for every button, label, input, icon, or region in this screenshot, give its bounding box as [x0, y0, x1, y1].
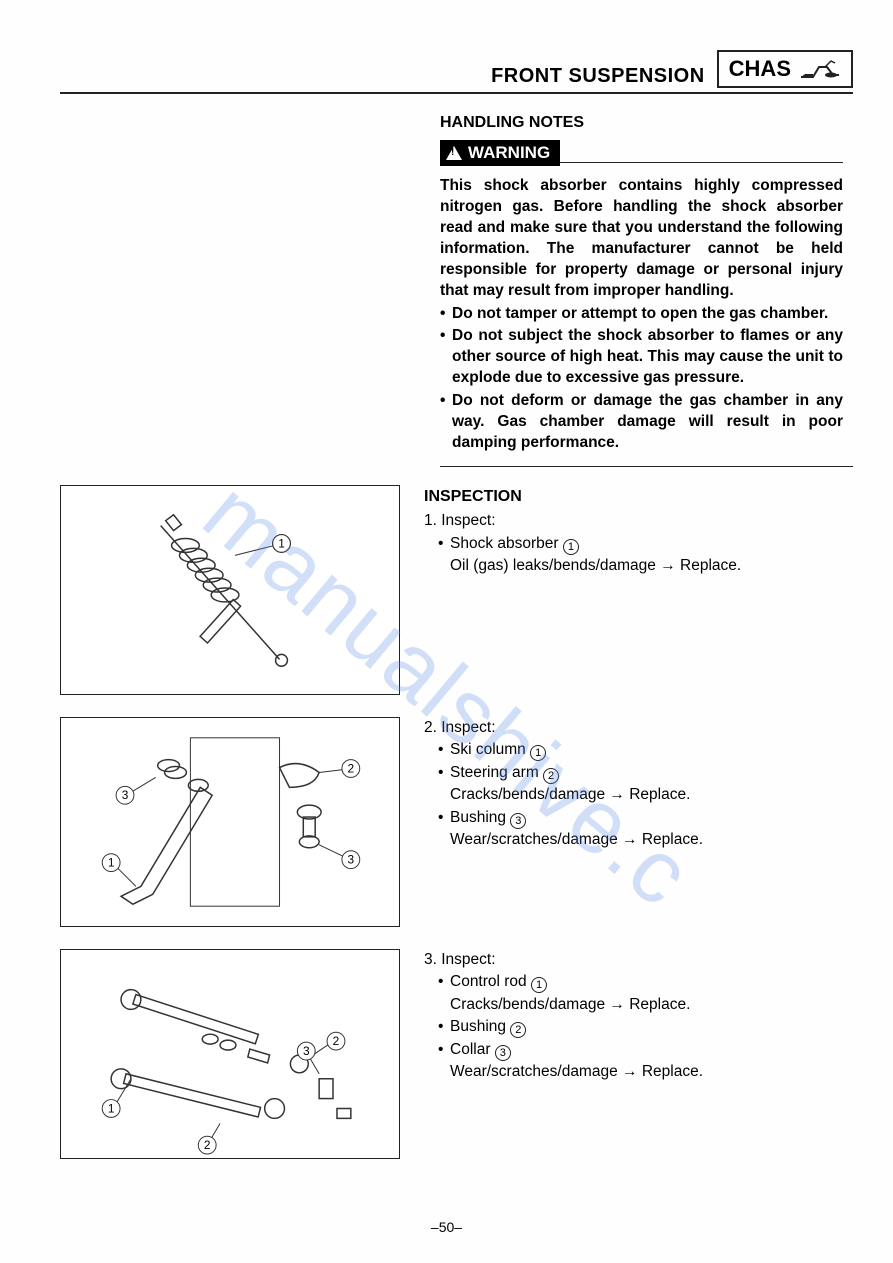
- svg-text:2: 2: [348, 761, 355, 775]
- page-header: FRONT SUSPENSION CHAS: [60, 50, 853, 88]
- section-rule: [440, 466, 853, 467]
- svg-text:3: 3: [303, 1044, 310, 1058]
- inspect-note: Cracks/bends/damage → Replace.: [438, 784, 703, 806]
- svg-text:1: 1: [108, 1101, 115, 1115]
- svg-text:3: 3: [348, 853, 355, 867]
- handling-notes-block: HANDLING NOTES WARNING This shock absorb…: [440, 114, 853, 454]
- warning-label: WARNING: [468, 143, 550, 163]
- inspection-row-2: 3 1 2 3 2. Inspect: Ski column 1 Steerin…: [60, 717, 853, 927]
- warning-rule: [560, 162, 843, 163]
- figure-ski-column: 3 1 2 3: [60, 717, 400, 927]
- inspect-item: Control rod 1: [438, 971, 703, 993]
- inspect-note: Wear/scratches/damage → Replace.: [438, 1061, 703, 1083]
- handling-heading: HANDLING NOTES: [440, 114, 843, 132]
- inspect-item: Shock absorber 1: [438, 533, 741, 555]
- inspection-row-1: 1 INSPECTION 1. Inspect: Shock absorber …: [60, 485, 853, 695]
- inspection-step-3: 3. Inspect: Control rod 1 Cracks/bends/d…: [424, 949, 703, 1084]
- chapter-badge-label: CHAS: [729, 56, 791, 82]
- warning-bullet: Do not tamper or attempt to open the gas…: [440, 304, 843, 325]
- section-title: FRONT SUSPENSION: [491, 65, 705, 88]
- warning-bullets: Do not tamper or attempt to open the gas…: [440, 304, 843, 454]
- inspect-note: Wear/scratches/damage → Replace.: [438, 829, 703, 851]
- callout-ref: 3: [495, 1045, 511, 1061]
- callout-ref: 1: [531, 977, 547, 993]
- figure-shock-absorber: 1: [60, 485, 400, 695]
- svg-text:1: 1: [278, 536, 285, 550]
- inspect-item: Ski column 1: [438, 739, 703, 761]
- warning-bullet: Do not subject the shock absorber to fla…: [440, 326, 843, 389]
- inspect-item: Bushing 2: [438, 1016, 703, 1038]
- warning-intro: This shock absorber contains highly comp…: [440, 177, 843, 299]
- inspection-heading: INSPECTION: [424, 485, 741, 508]
- figure-control-rod: 1 2 2 3: [60, 949, 400, 1159]
- inspect-item: Steering arm 2: [438, 762, 703, 784]
- inspect-note: Cracks/bends/damage → Replace.: [438, 994, 703, 1016]
- svg-text:2: 2: [333, 1034, 340, 1048]
- warning-triangle-icon: [446, 146, 462, 160]
- svg-text:1: 1: [108, 856, 115, 870]
- warning-banner: WARNING: [440, 140, 843, 166]
- step-line: 2. Inspect:: [424, 717, 703, 739]
- warning-body: This shock absorber contains highly comp…: [440, 176, 843, 454]
- step-line: 1. Inspect:: [424, 510, 741, 532]
- snowmobile-icon: [799, 57, 841, 81]
- inspection-step-1: INSPECTION 1. Inspect: Shock absorber 1 …: [424, 485, 741, 578]
- inspection-row-3: 1 2 2 3 3. Inspect: Control rod 1 Cracks…: [60, 949, 853, 1159]
- step-line: 3. Inspect:: [424, 949, 703, 971]
- inspect-item: Collar 3: [438, 1039, 703, 1061]
- warning-bullet: Do not deform or damage the gas chamber …: [440, 391, 843, 454]
- callout-ref: 1: [563, 539, 579, 555]
- callout-ref: 2: [510, 1022, 526, 1038]
- inspect-item: Bushing 3: [438, 807, 703, 829]
- chapter-badge: CHAS: [717, 50, 853, 88]
- svg-text:3: 3: [122, 788, 129, 802]
- inspect-note: Oil (gas) leaks/bends/damage → Replace.: [438, 555, 741, 577]
- header-rule: [60, 92, 853, 94]
- svg-text:2: 2: [204, 1138, 211, 1152]
- callout-ref: 2: [543, 768, 559, 784]
- callout-ref: 3: [510, 813, 526, 829]
- warning-badge: WARNING: [440, 140, 560, 166]
- page-number: –50–: [0, 1219, 893, 1235]
- inspection-step-2: 2. Inspect: Ski column 1 Steering arm 2 …: [424, 717, 703, 852]
- callout-ref: 1: [530, 745, 546, 761]
